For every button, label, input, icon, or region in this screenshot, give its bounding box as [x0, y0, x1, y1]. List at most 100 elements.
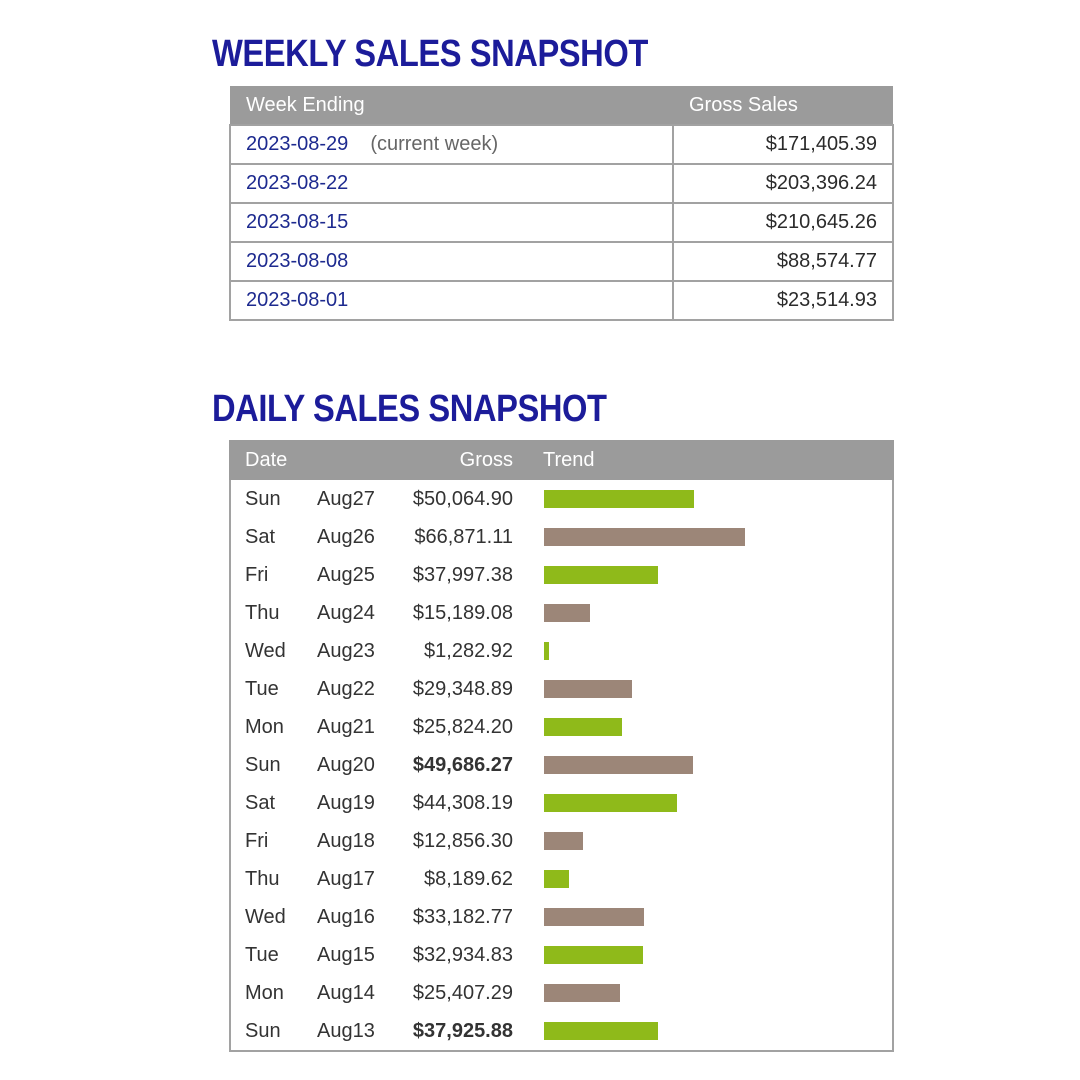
table-row: Wed Aug23 $1,282.92 — [229, 632, 894, 670]
table-row: Fri Aug25 $37,997.38 — [229, 556, 894, 594]
day-date: Aug23 — [317, 640, 375, 662]
trend-bar — [544, 718, 622, 736]
day-of-week: Wed — [245, 906, 286, 928]
day-of-week: Mon — [245, 716, 284, 738]
trend-bar — [544, 1022, 658, 1040]
week-date[interactable]: 2023-08-22 — [246, 172, 349, 194]
week-amount: $210,645.26 — [672, 202, 894, 243]
day-date: Aug20 — [317, 754, 375, 776]
week-date-cell: 2023-08-29 (current week) — [229, 124, 674, 165]
table-row: Sat Aug19 $44,308.19 — [229, 784, 894, 822]
table-row: 2023-08-22 $203,396.24 — [229, 163, 894, 204]
day-date: Aug24 — [317, 602, 375, 624]
day-gross: $8,189.62 — [424, 868, 513, 890]
trend-bar — [544, 908, 644, 926]
table-row: Wed Aug16 $33,182.77 — [229, 898, 894, 936]
trend-bar — [544, 604, 590, 622]
trend-bar — [544, 984, 620, 1002]
table-row: 2023-08-29 (current week) $171,405.39 — [229, 124, 894, 165]
trend-bar — [544, 756, 693, 774]
day-date: Aug25 — [317, 564, 375, 586]
weekly-header-row: Week Ending Gross Sales — [230, 86, 893, 125]
day-of-week: Sun — [245, 754, 281, 776]
trend-header: Trend — [543, 449, 595, 471]
day-gross: $37,925.88 — [412, 1020, 513, 1042]
day-date: Aug17 — [317, 868, 375, 890]
table-row: 2023-08-01 $23,514.93 — [229, 280, 894, 321]
day-of-week: Sat — [245, 526, 276, 548]
day-gross: $66,871.11 — [414, 526, 513, 548]
trend-bar — [544, 642, 549, 660]
day-of-week: Sun — [245, 1020, 281, 1042]
week-date[interactable]: 2023-08-08 — [246, 250, 349, 272]
trend-bar — [544, 528, 745, 546]
trend-bar — [544, 946, 643, 964]
day-of-week: Sun — [245, 488, 281, 510]
day-gross: $15,189.08 — [412, 602, 513, 624]
daily-rows: Sun Aug27 $50,064.90 Sat Aug26 $66,871.11 Fri A… — [229, 480, 894, 1050]
week-date-cell: 2023-08-15 — [229, 202, 674, 243]
day-of-week: Sat — [245, 792, 276, 814]
week-date[interactable]: 2023-08-29 — [246, 133, 349, 155]
week-date-cell: 2023-08-22 — [229, 163, 674, 204]
table-row: 2023-08-15 $210,645.26 — [229, 202, 894, 243]
gross-sales-header: Gross Sales — [673, 86, 893, 125]
day-date: Aug16 — [317, 906, 375, 928]
week-date[interactable]: 2023-08-15 — [246, 211, 349, 233]
trend-bar — [544, 680, 632, 698]
day-date: Aug19 — [317, 792, 375, 814]
week-amount: $203,396.24 — [672, 163, 894, 204]
trend-bar — [544, 490, 694, 508]
weekly-title: WEEKLY SALES SNAPSHOT — [212, 33, 648, 75]
table-row: Thu Aug17 $8,189.62 — [229, 860, 894, 898]
day-gross: $29,348.89 — [412, 678, 513, 700]
day-of-week: Wed — [245, 640, 286, 662]
day-gross: $32,934.83 — [412, 944, 513, 966]
daily-title: DAILY SALES SNAPSHOT — [212, 388, 607, 430]
week-amount: $23,514.93 — [672, 280, 894, 321]
gross-header: Gross — [459, 449, 513, 471]
week-amount: $88,574.77 — [672, 241, 894, 282]
day-gross: $25,407.29 — [412, 982, 513, 1004]
day-gross: $44,308.19 — [412, 792, 513, 814]
week-date[interactable]: 2023-08-01 — [246, 289, 349, 311]
day-of-week: Thu — [245, 602, 280, 624]
day-of-week: Thu — [245, 868, 280, 890]
day-gross: $25,824.20 — [412, 716, 513, 738]
day-date: Aug21 — [317, 716, 375, 738]
trend-bar — [544, 832, 583, 850]
table-row: Mon Aug21 $25,824.20 — [229, 708, 894, 746]
day-gross: $37,997.38 — [412, 564, 513, 586]
day-date: Aug26 — [317, 526, 375, 548]
day-gross: $50,064.90 — [412, 488, 513, 510]
table-row: Thu Aug24 $15,189.08 — [229, 594, 894, 632]
day-gross: $12,856.30 — [412, 830, 513, 852]
week-date-cell: 2023-08-08 — [229, 241, 674, 282]
date-header: Date — [245, 449, 288, 471]
table-row: 2023-08-08 $88,574.77 — [229, 241, 894, 282]
day-of-week: Tue — [245, 944, 279, 966]
table-row: Sat Aug26 $66,871.11 — [229, 518, 894, 556]
daily-table: Date Gross Trend Sun Aug27 $50,064.90 Sat Au… — [229, 440, 894, 1052]
weekly-table: Week Ending Gross Sales 2023-08-29 (curre… — [229, 86, 894, 321]
week-ending-header: Week Ending — [230, 86, 673, 125]
day-gross: $33,182.77 — [412, 906, 513, 928]
table-row: Tue Aug22 $29,348.89 — [229, 670, 894, 708]
current-week-note: (current week) — [370, 133, 499, 155]
table-row: Sun Aug27 $50,064.90 — [229, 480, 894, 518]
day-of-week: Fri — [245, 830, 269, 852]
day-date: Aug18 — [317, 830, 375, 852]
trend-bar — [544, 566, 658, 584]
week-amount: $171,405.39 — [672, 124, 894, 165]
day-date: Aug27 — [317, 488, 375, 510]
table-row: Tue Aug15 $32,934.83 — [229, 936, 894, 974]
table-row: Fri Aug18 $12,856.30 — [229, 822, 894, 860]
day-date: Aug15 — [317, 944, 375, 966]
trend-bar — [544, 794, 677, 812]
day-gross: $49,686.27 — [412, 754, 513, 776]
table-row: Sun Aug20 $49,686.27 — [229, 746, 894, 784]
daily-header-row: Date Gross Trend — [229, 440, 894, 480]
day-of-week: Mon — [245, 982, 284, 1004]
day-date: Aug13 — [317, 1020, 375, 1042]
day-date: Aug22 — [317, 678, 375, 700]
